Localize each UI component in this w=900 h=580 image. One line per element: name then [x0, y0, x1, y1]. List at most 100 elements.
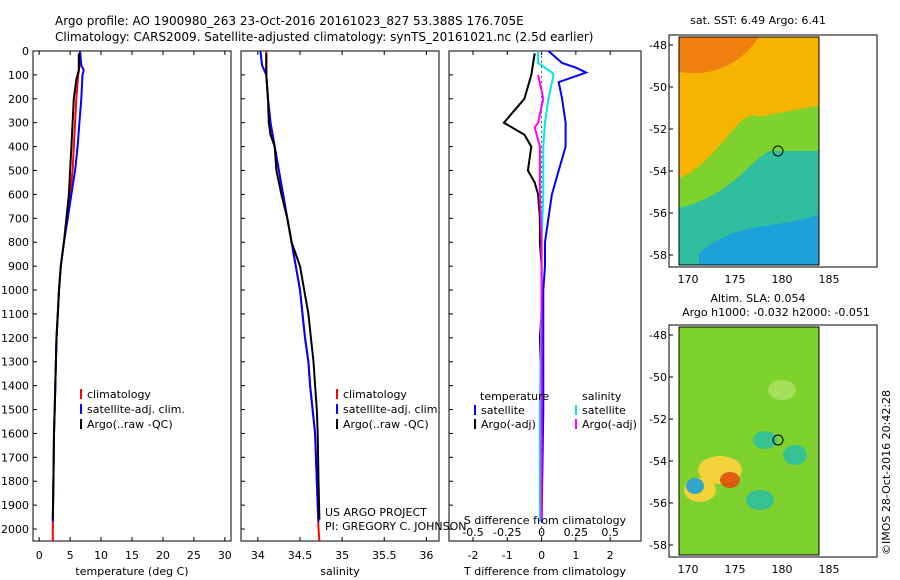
map-zone: [699, 214, 819, 265]
x2-tick-label: 0: [538, 526, 545, 539]
map-frame: [678, 326, 820, 556]
map2-title-1: Altim. SLA: 0.054: [710, 292, 805, 305]
x-axis-label: temperature (deg C): [75, 565, 188, 578]
map-anomaly: [753, 431, 777, 449]
y-tick-label: 800: [8, 236, 29, 249]
map-lon-label: 185: [819, 273, 840, 286]
y-tick-label: 400: [8, 141, 29, 154]
x-tick-label: 35: [335, 549, 349, 562]
map-lon-label: 170: [678, 273, 699, 286]
legend-label: Argo(-adj): [481, 418, 536, 431]
x-tick-label: 20: [156, 549, 170, 562]
map-lat-label: -48: [649, 329, 667, 342]
legend-label: satellite: [582, 404, 626, 417]
map-anomaly: [686, 478, 704, 494]
x-tick-label: -1: [502, 549, 513, 562]
map-lat-label: -58: [649, 249, 667, 262]
x-axis-label: salinity: [320, 565, 360, 578]
x-tick-label: 0: [538, 549, 545, 562]
plot-frame-2: [240, 50, 440, 542]
y-tick-label: 700: [8, 212, 29, 225]
map-axes-frame: [668, 34, 878, 268]
project-annotation: PI: GREGORY C. JOHNSON: [325, 520, 466, 533]
y-tick-label: 100: [8, 69, 29, 82]
series-argo-adj-: [502, 53, 543, 520]
y-tick-label: 1800: [1, 475, 29, 488]
map-lon-label: 170: [678, 563, 699, 576]
title-line-1: Argo profile: AO 1900980_263 23-Oct-2016…: [55, 14, 524, 28]
map-anomaly: [720, 472, 740, 488]
x-tick-label: 30: [218, 549, 232, 562]
x2-tick-label: 0.5: [601, 526, 619, 539]
map-lat-label: -56: [649, 497, 667, 510]
x-tick-label: 15: [125, 549, 139, 562]
y-tick-label: 300: [8, 117, 29, 130]
series-satellite-adj-clim-: [51, 50, 85, 522]
map-lat-label: -54: [649, 165, 667, 178]
series-climatology: [265, 51, 321, 542]
map-anomaly: [783, 445, 807, 465]
map-lon-label: 175: [725, 273, 746, 286]
x2-tick-label: -0.5: [462, 526, 483, 539]
y-tick-label: 600: [8, 188, 29, 201]
series-argo-raw-qc-: [265, 53, 321, 520]
float-location-marker: [772, 145, 784, 157]
map-anomaly: [746, 490, 774, 510]
x-tick-label: 34.5: [288, 549, 313, 562]
y-tick-label: 1400: [1, 380, 29, 393]
map-lat-label: -58: [649, 539, 667, 552]
map-lon-label: 180: [772, 273, 793, 286]
series-climatology: [51, 51, 81, 541]
y-tick-label: 500: [8, 165, 29, 178]
legend-label: Argo(..raw -QC): [343, 418, 429, 431]
y-tick-label: 2000: [1, 523, 29, 536]
series-argo-raw-qc-: [51, 53, 80, 520]
x-tick-label: 1: [572, 549, 579, 562]
plot-frame-3: [448, 50, 642, 542]
map-frame: [678, 36, 820, 266]
legend-label: climatology: [343, 388, 407, 401]
x-tick-label: 34: [251, 549, 265, 562]
legend-label: satellite: [481, 404, 525, 417]
y-tick-label: 1100: [1, 308, 29, 321]
series-satellite: [540, 50, 589, 522]
x-tick-label: 2: [607, 549, 614, 562]
map-lon-label: 180: [772, 563, 793, 576]
x2-axis-label: S difference from climatology: [464, 514, 627, 527]
y-tick-label: 1300: [1, 356, 29, 369]
legend-header-temperature: temperature: [480, 390, 549, 403]
map-background: [679, 327, 819, 555]
map-anomaly: [768, 380, 796, 400]
y-tick-label: 0: [22, 45, 29, 58]
legend-label: climatology: [87, 388, 151, 401]
map-lon-label: 185: [819, 563, 840, 576]
plot-frame-1: [32, 50, 232, 542]
x-tick-label: 5: [67, 549, 74, 562]
map-lat-label: -52: [649, 413, 667, 426]
x-tick-label: -2: [468, 549, 479, 562]
legend-label: satellite-adj. clim.: [87, 403, 185, 416]
map-lat-label: -52: [649, 123, 667, 136]
map-zone: [679, 37, 759, 74]
map-lon-label: 175: [725, 563, 746, 576]
y-tick-label: 1000: [1, 284, 29, 297]
legend-header-salinity: salinity: [582, 390, 622, 403]
y-tick-label: 1500: [1, 404, 29, 417]
project-annotation: US ARGO PROJECT: [325, 506, 427, 519]
map-lat-label: -56: [649, 207, 667, 220]
x-tick-label: 10: [94, 549, 108, 562]
y-tick-label: 1200: [1, 332, 29, 345]
legend-label: Argo(..raw -QC): [87, 418, 173, 431]
map-2: [668, 324, 878, 558]
map-lat-label: -50: [649, 371, 667, 384]
map-lat-label: -54: [649, 455, 667, 468]
x2-tick-label: -0.25: [493, 526, 521, 539]
imos-credit: ©IMOS 28-Oct-2016 20:42:28: [880, 390, 893, 555]
map-lat-label: -48: [649, 39, 667, 52]
legend-label: satellite-adj. clim.: [343, 403, 441, 416]
map-lat-label: -50: [649, 81, 667, 94]
x-tick-label: 36: [419, 549, 433, 562]
map-axes-frame: [668, 324, 878, 558]
y-tick-label: 1600: [1, 427, 29, 440]
